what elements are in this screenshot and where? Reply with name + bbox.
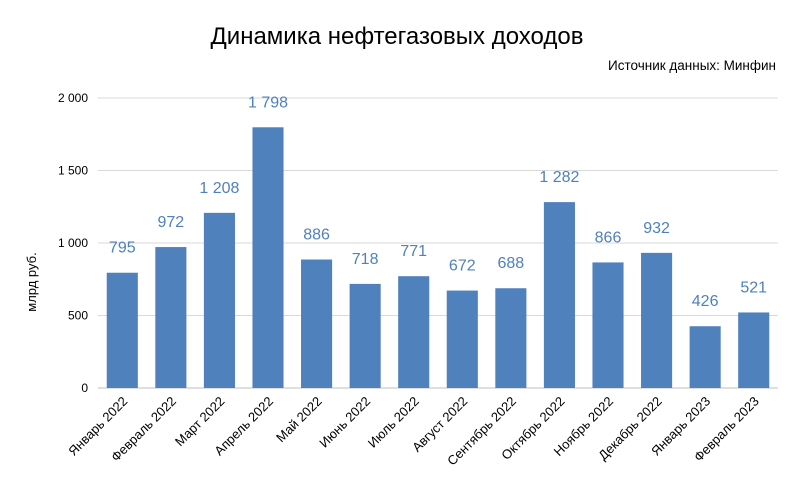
- bar: [398, 276, 430, 388]
- x-tick-label: Июнь 2022: [316, 394, 373, 451]
- data-label: 1 282: [539, 169, 579, 186]
- data-label: 1 208: [199, 180, 239, 197]
- data-label: 972: [158, 214, 185, 231]
- data-label: 795: [109, 240, 136, 257]
- bar: [252, 127, 284, 388]
- data-label: 866: [595, 229, 622, 246]
- x-tick-label: Май 2022: [273, 394, 325, 446]
- bar: [446, 290, 478, 388]
- data-label: 426: [692, 293, 719, 310]
- data-label: 771: [400, 243, 427, 260]
- bar: [349, 283, 381, 388]
- gridlines: [98, 97, 778, 389]
- bar: [738, 312, 770, 388]
- bar: [592, 262, 624, 388]
- data-labels: 795 972 1 208 1 798 886 718 771 672 688 1 282 866 9…: [109, 94, 767, 310]
- data-label: 688: [498, 255, 525, 272]
- bar: [301, 259, 333, 388]
- data-label: 521: [740, 279, 767, 296]
- data-label: 718: [352, 251, 379, 268]
- bars: [106, 127, 770, 388]
- data-label: 886: [303, 227, 330, 244]
- data-label: 672: [449, 258, 476, 275]
- y-axis-ticks: 0 500 1 000 1 500 2 000: [58, 91, 88, 395]
- bar: [543, 202, 575, 388]
- bar: [641, 252, 673, 388]
- data-label: 1 798: [248, 94, 288, 111]
- y-tick-label: 0: [81, 381, 88, 395]
- y-tick-label: 1 500: [58, 164, 88, 178]
- y-tick-label: 1 000: [58, 236, 88, 250]
- y-tick-label: 500: [68, 309, 88, 323]
- bar: [689, 326, 721, 388]
- bar: [495, 288, 527, 388]
- chart-title: Динамика нефтегазовых доходов: [211, 23, 584, 50]
- chart-source: Источник данных: Минфин: [608, 58, 776, 73]
- y-axis-label: млрд руб.: [24, 252, 39, 311]
- bar: [155, 247, 187, 388]
- bar: [106, 272, 138, 388]
- bar: [203, 212, 235, 388]
- y-tick-label: 2 000: [58, 91, 88, 105]
- data-label: 932: [643, 220, 670, 237]
